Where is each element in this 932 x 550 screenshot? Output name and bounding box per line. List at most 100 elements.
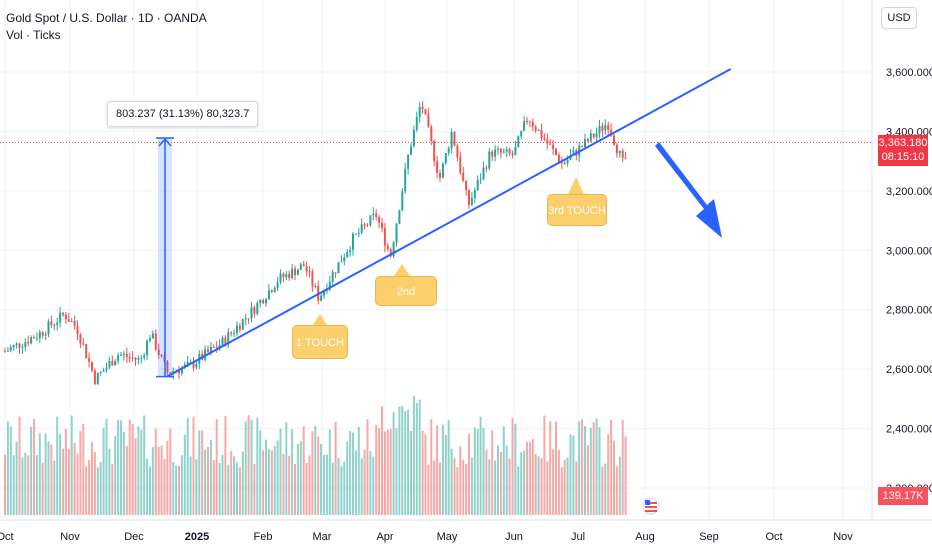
volume-bar <box>436 425 439 515</box>
callout-touch-1[interactable]: 1 TOUCH <box>292 325 348 359</box>
candle-body <box>79 334 82 344</box>
volume-bar <box>128 419 131 515</box>
flag-stripe <box>645 502 657 504</box>
volume-bar <box>317 436 320 515</box>
candle-body <box>372 213 375 216</box>
volume-bar <box>204 449 207 515</box>
volume-bar <box>56 416 59 515</box>
candle-body <box>337 262 340 274</box>
volume-bar <box>143 415 146 515</box>
volume-bar <box>543 415 546 515</box>
volume-bar <box>421 430 424 515</box>
volume-bar <box>76 453 79 515</box>
volume-bar <box>47 441 50 515</box>
candle-body <box>311 271 314 286</box>
volume-bar <box>270 450 273 515</box>
price-tick-label: 2,600.000 <box>886 364 932 376</box>
candle-body <box>404 168 407 192</box>
volume-bar <box>375 424 378 515</box>
candle-body <box>265 299 267 304</box>
volume-bar <box>517 466 520 515</box>
volume-bar <box>598 427 601 515</box>
time-axis[interactable]: Oct Nov Dec 2025 Feb Mar Apr May Jun Jul Aug Sep Oct… <box>0 531 853 543</box>
symbol-title[interactable]: Gold Spot / U.S. Dollar · 1D · OANDA <box>6 11 207 25</box>
candle-body <box>91 361 93 371</box>
volume-bar <box>560 467 563 515</box>
candle-body <box>468 190 470 206</box>
candle-body <box>444 152 447 164</box>
currency-button[interactable]: USD <box>881 7 917 29</box>
volume-bar <box>227 464 230 515</box>
candle-body <box>514 147 517 156</box>
candle-body <box>186 362 189 365</box>
callout-touch-3[interactable]: 3rd TOUCH <box>547 194 607 226</box>
candle-body <box>244 318 247 320</box>
volume-bar <box>328 429 331 515</box>
candle-body <box>488 151 491 169</box>
volume-bar <box>369 450 372 515</box>
volume-bar <box>581 419 584 515</box>
volume-bar <box>546 461 549 515</box>
candle-body <box>323 290 325 296</box>
candle-body <box>618 150 621 154</box>
price-axis[interactable]: 3,600.0003,400.0003,200.0003,000.0002,80… <box>0 0 932 521</box>
time-tick-label: Oct <box>765 531 782 543</box>
volume-bar <box>537 456 540 515</box>
volume-bar <box>111 463 114 515</box>
measure-label: 803.237 (31.13%) 80,323.7 <box>107 101 259 127</box>
candle-body <box>476 179 479 191</box>
volume-bar <box>70 415 73 515</box>
volume-bar <box>302 426 305 515</box>
candle-body <box>270 290 273 293</box>
measure-tool[interactable] <box>156 137 174 378</box>
volume-bar <box>212 460 215 515</box>
volume-bar <box>470 457 473 515</box>
candle-body <box>62 312 64 315</box>
candle-body <box>586 139 589 142</box>
volume-bar <box>465 463 468 515</box>
candle-body <box>621 150 624 158</box>
ascending-trendline[interactable] <box>166 68 732 378</box>
volume-bar <box>610 419 613 515</box>
volume-bar <box>540 458 543 515</box>
candle-body <box>607 125 610 130</box>
candle-body <box>389 249 392 257</box>
volume-bar <box>146 458 149 515</box>
volume-bar <box>151 447 154 515</box>
candle-body <box>204 349 207 360</box>
candle-body <box>610 129 613 136</box>
us-flag-icon <box>642 497 660 515</box>
volume-bar <box>386 429 389 515</box>
candle-body <box>146 340 149 356</box>
volume-bar <box>410 430 412 515</box>
candle-body <box>540 129 543 139</box>
last-price-tag: 3,363.180 08:15:10 <box>878 135 928 167</box>
volume-bar <box>215 418 218 515</box>
candle-body <box>82 343 85 345</box>
volume-bar <box>50 444 53 515</box>
candle-body <box>520 130 523 137</box>
candle-body <box>189 361 192 363</box>
volume-bar <box>4 454 6 515</box>
volume-bar <box>308 455 311 515</box>
time-tick-label: Jun <box>505 531 523 543</box>
volume-bar <box>346 441 349 515</box>
volume-bar <box>482 427 485 515</box>
callout-touch-2[interactable]: 2nd TOUCH <box>375 276 437 328</box>
candle-body <box>143 355 146 358</box>
candle-body <box>282 273 285 278</box>
volume-bar <box>180 455 183 515</box>
candle-body <box>41 332 44 336</box>
volume-bar <box>218 462 221 515</box>
volume-bar <box>337 457 340 515</box>
volume-bar <box>186 417 189 515</box>
candle-body <box>15 343 18 345</box>
volume-bar <box>624 436 627 515</box>
candle-body <box>418 106 421 118</box>
volume-bar <box>250 419 253 515</box>
volume-indicator-label[interactable]: Vol · Ticks <box>6 28 61 42</box>
down-arrow-icon <box>655 142 722 238</box>
candle-body <box>314 285 317 287</box>
callout-pointer <box>313 314 327 325</box>
